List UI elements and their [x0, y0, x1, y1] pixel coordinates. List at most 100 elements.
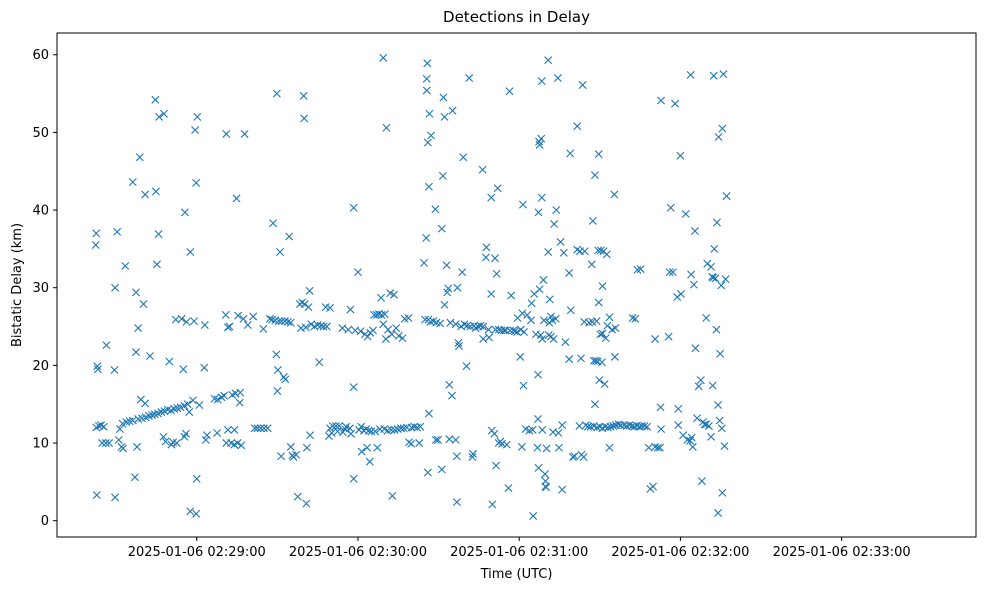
- data-point: [665, 268, 674, 277]
- data-point: [223, 323, 232, 332]
- data-point: [349, 383, 358, 392]
- data-point: [122, 418, 131, 427]
- data-point: [538, 334, 547, 343]
- data-point: [545, 295, 554, 304]
- data-point: [554, 428, 563, 437]
- data-point: [381, 334, 390, 343]
- data-point: [353, 268, 362, 277]
- data-point: [585, 318, 594, 327]
- data-point: [380, 310, 389, 319]
- data-point: [640, 421, 649, 430]
- data-point: [610, 352, 619, 361]
- data-point: [598, 329, 607, 338]
- data-point: [265, 314, 274, 323]
- data-point: [188, 396, 197, 405]
- data-point: [191, 126, 200, 135]
- data-point: [714, 508, 723, 517]
- data-point: [707, 262, 716, 271]
- data-point: [389, 290, 398, 299]
- data-point: [542, 444, 551, 453]
- data-point: [213, 428, 222, 437]
- data-point: [603, 321, 612, 330]
- data-point: [656, 443, 664, 452]
- data-point: [363, 443, 372, 452]
- data-point: [425, 109, 434, 118]
- data-point: [687, 433, 696, 442]
- x-axis-label: Time (UTC): [480, 567, 553, 582]
- data-point: [159, 432, 168, 441]
- data-point: [130, 473, 139, 482]
- data-point: [273, 366, 282, 375]
- data-point: [346, 429, 355, 438]
- y-tick-label: 10: [32, 437, 49, 452]
- data-point: [566, 306, 575, 315]
- data-point: [601, 334, 610, 343]
- data-point: [141, 190, 150, 199]
- data-point: [172, 439, 181, 448]
- data-point: [577, 354, 585, 363]
- data-point: [573, 122, 582, 131]
- data-point: [398, 334, 407, 343]
- data-point: [720, 442, 729, 451]
- data-point: [364, 426, 373, 435]
- data-point: [195, 400, 204, 409]
- data-point: [422, 74, 431, 83]
- data-point: [151, 95, 160, 104]
- data-point: [535, 285, 544, 294]
- data-point: [213, 395, 222, 404]
- data-point: [579, 453, 588, 462]
- data-point: [292, 450, 301, 459]
- data-point: [125, 417, 134, 426]
- chart-title: Detections in Delay: [443, 8, 590, 26]
- data-point: [177, 314, 186, 323]
- data-point: [379, 53, 388, 62]
- data-point: [133, 442, 142, 451]
- data-point: [273, 387, 282, 395]
- data-points: [91, 53, 731, 521]
- data-point: [674, 421, 683, 430]
- data-point: [377, 310, 386, 319]
- y-tick-label: 20: [32, 359, 49, 374]
- data-point: [235, 398, 244, 407]
- data-point: [558, 485, 567, 494]
- data-point: [551, 314, 560, 323]
- data-point: [527, 299, 536, 308]
- data-point: [487, 289, 496, 298]
- data-point: [335, 421, 344, 430]
- data-point: [259, 324, 268, 333]
- data-point: [455, 341, 463, 350]
- data-point: [716, 349, 725, 358]
- data-point: [99, 422, 108, 431]
- data-point: [702, 314, 711, 322]
- data-point: [590, 400, 599, 409]
- data-point: [568, 453, 577, 462]
- data-point: [625, 421, 634, 430]
- data-point: [230, 425, 239, 434]
- data-point: [202, 431, 211, 440]
- data-point: [240, 129, 249, 138]
- data-point: [424, 315, 433, 324]
- data-point: [285, 232, 294, 241]
- data-point: [269, 219, 278, 228]
- data-point: [249, 312, 258, 321]
- data-point: [200, 321, 209, 329]
- data-point: [390, 425, 399, 434]
- data-point: [683, 435, 692, 444]
- data-point: [718, 124, 727, 133]
- data-point: [484, 325, 493, 334]
- data-point: [448, 106, 457, 115]
- data-point: [139, 300, 148, 309]
- data-point: [387, 330, 396, 339]
- data-point: [689, 280, 698, 289]
- data-point: [710, 244, 719, 253]
- data-point: [384, 325, 393, 334]
- data-point: [365, 457, 374, 466]
- data-point: [493, 184, 502, 193]
- data-point: [150, 410, 159, 419]
- data-point: [559, 248, 568, 257]
- data-point: [392, 324, 401, 333]
- data-point: [445, 380, 454, 389]
- data-point: [444, 284, 453, 293]
- data-point: [437, 465, 446, 474]
